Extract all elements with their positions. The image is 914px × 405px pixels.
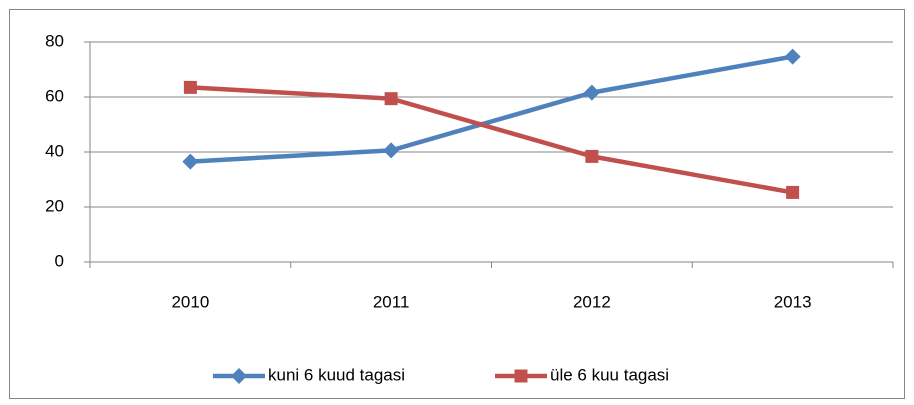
legend-marker [231,368,247,384]
data-point [784,48,801,65]
data-point [585,149,599,163]
y-tick-label: 40 [45,141,64,160]
data-point [583,84,600,101]
legend-label: kuni 6 kuud tagasi [268,365,405,384]
series-line [190,85,794,195]
data-point [183,80,197,94]
x-tick-label: 2012 [573,292,611,311]
y-tick-label: 60 [45,86,64,105]
x-tick-label: 2011 [373,292,410,311]
data-point [786,185,800,199]
data-point [383,142,400,159]
x-tick-label: 2010 [171,292,209,311]
y-tick-label: 20 [45,196,64,215]
chart-border [9,9,905,399]
y-tick-label: 80 [45,31,64,50]
data-point [384,92,398,106]
y-tick-label: 0 [55,251,64,270]
legend-label: üle 6 kuu tagasi [550,365,669,384]
series-line [190,54,794,164]
data-point [182,153,199,170]
legend-marker [514,369,528,383]
x-tick-label: 2013 [774,292,812,311]
